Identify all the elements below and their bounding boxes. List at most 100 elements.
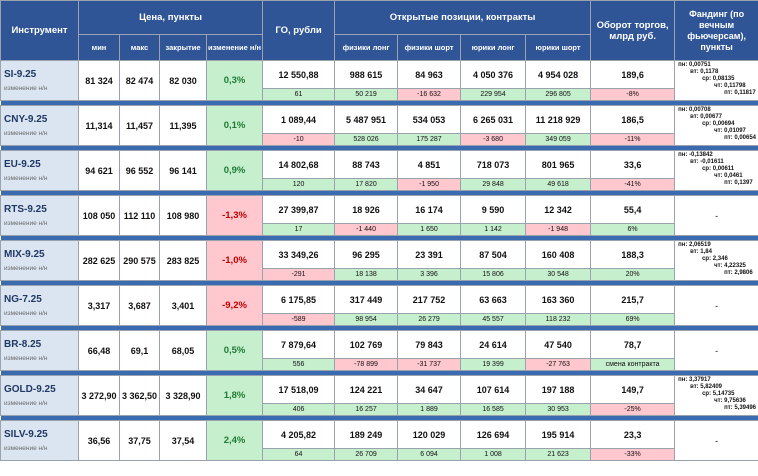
phys-short-delta: 1 650 (397, 223, 462, 236)
funding-line: пн: -0,13842 (678, 152, 713, 158)
row-separator (0, 280, 758, 286)
jur-long-value: 718 073 (460, 150, 527, 179)
price-min: 66,48 (78, 330, 120, 371)
phys-long-value: 317 449 (334, 285, 399, 314)
price-max: 3 362,50 (119, 375, 160, 416)
instrument-name: MIX-9.25 (4, 249, 45, 260)
phys-long-delta: 50 219 (334, 88, 399, 101)
price-close: 3,401 (159, 285, 207, 326)
turnover-value: 78,7 (590, 330, 676, 359)
table-row-delta: 120 17 820 -1 950 29 848 49 618 -41% (1, 178, 758, 191)
phys-short-value: 84 963 (397, 60, 462, 89)
go-delta: 556 (262, 358, 336, 371)
price-close: 11,395 (159, 105, 207, 146)
jur-short-value: 160 408 (525, 240, 592, 269)
instrument-cell: EU-9.25 изменение н/н (0, 150, 79, 191)
instrument-sub: изменение н/н (4, 445, 48, 452)
row-separator (0, 370, 758, 376)
table-row: BR-8.25 изменение н/н 66,48 69,1 68,05 0,5% 7 … (0, 330, 758, 371)
go-delta: -589 (262, 313, 336, 326)
funding-line: вт: 0,1178 (690, 69, 719, 75)
turnover-delta: 6% (590, 223, 676, 236)
turnover-delta: -33% (590, 448, 676, 461)
go-value: 14 802,68 (262, 150, 336, 179)
phys-short-delta: 175 287 (397, 133, 462, 146)
jur-short-value: 195 914 (525, 420, 592, 449)
go-value: 7 879,64 (262, 330, 336, 359)
header-instrument: Инструмент (0, 0, 79, 61)
jur-long-delta: 1 142 (460, 223, 527, 236)
price-min: 11,314 (78, 105, 120, 146)
header-open-interest: Открытые позиции, контракты (334, 0, 592, 35)
turnover-value: 215,7 (590, 285, 676, 314)
header-close: закрытие (159, 34, 207, 61)
phys-long-value: 124 221 (334, 375, 399, 404)
price-max: 11,457 (119, 105, 160, 146)
instrument-cell: RTS-9.25 изменение н/н (0, 195, 79, 236)
separator-cell (0, 235, 758, 241)
jur-long-delta: 45 557 (460, 313, 527, 326)
phys-long-delta: 18 138 (334, 268, 399, 281)
turnover-value: 186,5 (590, 105, 676, 134)
instrument-cell: NG-7.25 изменение н/н (0, 285, 79, 326)
jur-long-delta: -3 680 (460, 133, 527, 146)
price-change: 0,5% (205, 330, 264, 371)
go-delta: 120 (262, 178, 336, 191)
jur-long-value: 4 050 376 (460, 60, 527, 89)
turnover-delta: -11% (590, 133, 676, 146)
jur-long-value: 24 614 (460, 330, 527, 359)
funding-line: вт: 1,84 (690, 249, 712, 255)
phys-long-value: 96 295 (334, 240, 399, 269)
funding-cell: пн: -0,13842 вт: -0,01611 ср: 0,00611 чт: 0… (674, 150, 758, 191)
jur-short-value: 197 188 (525, 375, 592, 404)
funding-cell: пн: 0,00708 вт: 0,00677 ср: 0,00694 чт: 0,0… (674, 105, 758, 146)
jur-long-value: 107 614 (460, 375, 527, 404)
phys-short-delta: 3 396 (397, 268, 462, 281)
phys-short-delta: 1 889 (397, 403, 462, 416)
instrument-sub: изменение н/н (4, 400, 48, 407)
jur-short-value: 801 965 (525, 150, 592, 179)
funding-line: вт: 0,00677 (690, 114, 722, 120)
instrument-name: NG-7.25 (4, 294, 42, 305)
go-delta: -291 (262, 268, 336, 281)
jur-short-value: 11 218 929 (525, 105, 592, 134)
price-change: 1,8% (205, 375, 264, 416)
header-jur-long: юрики лонг (460, 34, 527, 61)
go-delta: 61 (262, 88, 336, 101)
jur-short-delta: 49 618 (525, 178, 592, 191)
separator-cell (0, 415, 758, 421)
phys-short-delta: 26 279 (397, 313, 462, 326)
jur-short-delta: 21 623 (525, 448, 592, 461)
row-separator (0, 325, 758, 331)
instrument-cell: BR-8.25 изменение н/н (0, 330, 79, 371)
phys-short-value: 34 647 (397, 375, 462, 404)
price-max: 112 110 (119, 195, 160, 236)
instrument-name: SI-9.25 (4, 69, 37, 80)
table-row-delta: -589 98 954 26 279 45 557 118 232 69% (1, 313, 758, 326)
funding-line: ср: 0,00694 (702, 121, 735, 127)
price-max: 290 575 (119, 240, 160, 281)
header-change: изменение н/н (205, 34, 264, 61)
jur-short-delta: 349 059 (525, 133, 592, 146)
funding-line: пн: 0,00708 (678, 107, 711, 113)
instrument-name: SILV-9.25 (4, 429, 48, 440)
jur-long-value: 6 265 031 (460, 105, 527, 134)
funding-line: ср: 2,346 (702, 256, 728, 262)
price-min: 36,56 (78, 420, 120, 461)
table-row: CNY-9.25 изменение н/н 11,314 11,457 11,395 0… (0, 105, 758, 146)
table-row: RTS-9.25 изменение н/н 108 050 112 110 108 9… (0, 195, 758, 236)
row-separator (0, 190, 758, 196)
funding-line: пт: 0,11817 (724, 90, 756, 96)
jur-long-value: 63 663 (460, 285, 527, 314)
jur-long-value: 126 694 (460, 420, 527, 449)
instrument-name: EU-9.25 (4, 159, 41, 170)
funding-line: пт: 2,9806 (724, 270, 753, 276)
phys-long-value: 102 769 (334, 330, 399, 359)
turnover-value: 33,6 (590, 150, 676, 179)
go-delta: 406 (262, 403, 336, 416)
funding-cell: - (674, 330, 758, 371)
header-go: ГО, рубли (262, 0, 336, 61)
phys-short-value: 23 391 (397, 240, 462, 269)
go-value: 4 205,82 (262, 420, 336, 449)
jur-short-delta: -27 763 (525, 358, 592, 371)
